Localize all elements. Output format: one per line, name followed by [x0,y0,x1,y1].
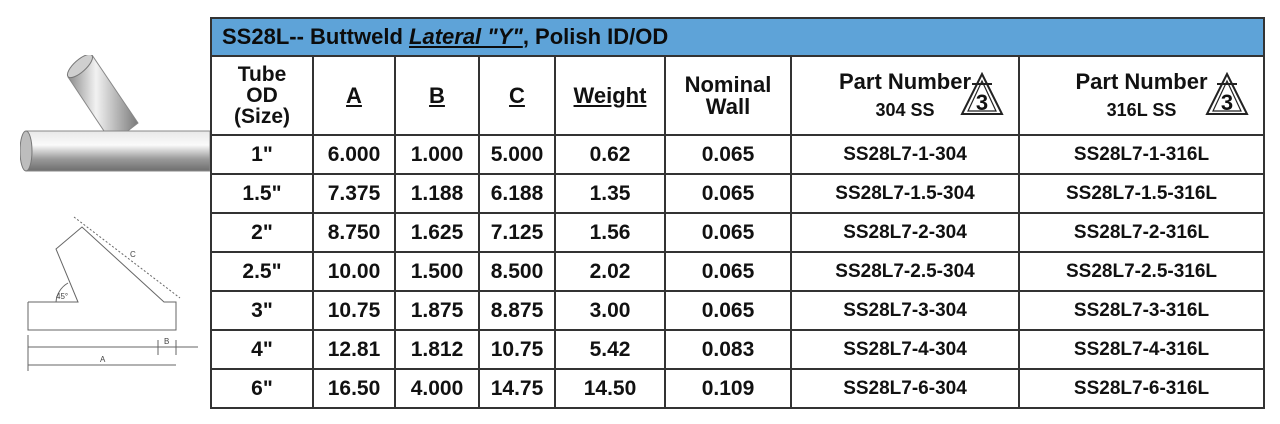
header-c: C [478,55,556,136]
cell-weight: 14.50 [554,368,666,409]
cell-part-number-304: SS28L7-2.5-304 [790,251,1020,292]
cell-b: 1.188 [394,173,480,214]
cell-b: 1.500 [394,251,480,292]
cell-tube-od: 6" [210,368,314,409]
table-body: 1" 6.000 1.000 5.000 0.62 0.065 SS28L7-1-304 SS… [210,134,1266,409]
cell-c: 7.125 [478,212,556,253]
cell-nominal-wall: 0.065 [664,290,792,331]
cell-tube-od: 1.5" [210,173,314,214]
cell-tube-od: 3" [210,290,314,331]
cell-part-number-304: SS28L7-3-304 [790,290,1020,331]
spec-table: SS28L-- Buttweld Lateral "Y", Polish ID/… [209,17,1266,409]
cell-b: 1.625 [394,212,480,253]
table-row: 1" 6.000 1.000 5.000 0.62 0.065 SS28L7-1-304 SS… [210,134,1266,175]
cell-part-number-316l: SS28L7-2.5-316L [1017,251,1266,292]
title-suffix: , Polish ID/OD [522,24,669,49]
header-part-number-316l: Part Number 316L SS 3 [1017,55,1266,136]
cell-part-number-316l: SS28L7-1-316L [1017,134,1266,175]
title-prefix: SS28L-- Buttweld [222,24,410,49]
cell-b: 1.875 [394,290,480,331]
cell-weight: 1.56 [554,212,666,253]
cell-weight: 5.42 [554,329,666,370]
title-lateral: Lateral "Y" [409,24,523,49]
cell-tube-od: 2.5" [210,251,314,292]
3a-sanitary-logo-icon: 3 [960,72,1004,115]
header-tube-line1: Tube [237,63,287,86]
cell-nominal-wall: 0.065 [664,212,792,253]
header-nominal-wall: Nominal Wall [664,55,792,136]
cell-nominal-wall: 0.109 [664,368,792,409]
cell-c: 5.000 [478,134,556,175]
cell-a: 12.81 [312,329,396,370]
cell-part-number-316l: SS28L7-3-316L [1017,290,1266,331]
cell-weight: 0.62 [554,134,666,175]
cell-a: 7.375 [312,173,396,214]
logo-numeral: 3 [976,90,988,115]
cell-tube-od: 4" [210,329,314,370]
cell-part-number-316l: SS28L7-4-316L [1017,329,1266,370]
cell-c: 6.188 [478,173,556,214]
angle-label: 45° [56,292,68,301]
cell-nominal-wall: 0.065 [664,251,792,292]
cell-nominal-wall: 0.065 [664,134,792,175]
table-row: 3" 10.75 1.875 8.875 3.00 0.065 SS28L7-3-304 SS… [210,290,1266,331]
header-weight: Weight [554,55,666,136]
cell-a: 16.50 [312,368,396,409]
cell-weight: 1.35 [554,173,666,214]
cell-part-number-316l: SS28L7-1.5-316L [1017,173,1266,214]
header-b: B [394,55,480,136]
cell-tube-od: 1" [210,134,314,175]
header-row: Tube OD (Size) A B C Weight Nominal Wall… [210,55,1266,136]
dim-b-label: B [164,337,169,346]
header-tube-line2: OD [246,84,278,107]
dim-a-label: A [100,355,106,364]
lateral-y-dimension-drawing: 45° C B A [27,216,198,371]
cell-b: 4.000 [394,368,480,409]
cell-weight: 2.02 [554,251,666,292]
cell-a: 10.75 [312,290,396,331]
cell-a: 10.00 [312,251,396,292]
title-row: SS28L-- Buttweld Lateral "Y", Polish ID/… [209,17,1266,57]
header-tube-od: Tube OD (Size) [210,55,314,136]
cell-part-number-304: SS28L7-2-304 [790,212,1020,253]
header-tube-line3: (Size) [233,105,290,128]
lateral-y-fitting-photo [20,55,210,172]
cell-c: 8.875 [478,290,556,331]
3a-sanitary-logo-icon: 3 [1205,72,1249,115]
cell-part-number-304: SS28L7-1-304 [790,134,1020,175]
logo-numeral: 3 [1221,90,1233,115]
cell-b: 1.812 [394,329,480,370]
cell-part-number-316l: SS28L7-2-316L [1017,212,1266,253]
cell-part-number-304: SS28L7-4-304 [790,329,1020,370]
cell-nominal-wall: 0.083 [664,329,792,370]
cell-c: 8.500 [478,251,556,292]
table-row: 1.5" 7.375 1.188 6.188 1.35 0.065 SS28L7-1.5-3… [210,173,1266,214]
cell-weight: 3.00 [554,290,666,331]
cell-a: 6.000 [312,134,396,175]
cell-part-number-304: SS28L7-6-304 [790,368,1020,409]
cell-nominal-wall: 0.065 [664,173,792,214]
table-title: SS28L-- Buttweld Lateral "Y", Polish ID/… [209,17,1266,57]
cell-c: 10.75 [478,329,556,370]
table-row: 2.5" 10.00 1.500 8.500 2.02 0.065 SS28L7-2.5-3… [210,251,1266,292]
cell-part-number-304: SS28L7-1.5-304 [790,173,1020,214]
table-row: 4" 12.81 1.812 10.75 5.42 0.083 SS28L7-4-304 SS… [210,329,1266,370]
dim-c-label: C [130,250,136,259]
cell-a: 8.750 [312,212,396,253]
cell-tube-od: 2" [210,212,314,253]
cell-c: 14.75 [478,368,556,409]
table-row: 2" 8.750 1.625 7.125 1.56 0.065 SS28L7-2-304 SS… [210,212,1266,253]
cell-part-number-316l: SS28L7-6-316L [1017,368,1266,409]
header-a: A [312,55,396,136]
header-part-number-304: Part Number 304 SS 3 [790,55,1020,136]
cell-b: 1.000 [394,134,480,175]
table-row: 6" 16.50 4.000 14.75 14.50 0.109 SS28L7-6-304 S… [210,368,1266,409]
